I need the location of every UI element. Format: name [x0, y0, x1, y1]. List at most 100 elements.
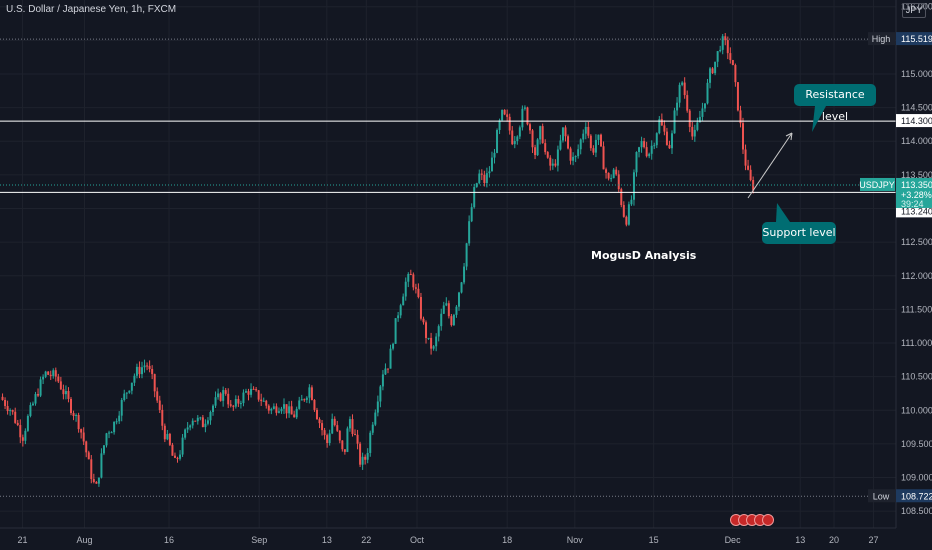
candle-body: [333, 418, 336, 426]
candle-body: [625, 216, 628, 225]
candle-body: [262, 400, 265, 402]
high-value-label: 115.519: [901, 34, 932, 44]
candle-body: [463, 266, 466, 283]
price-badge-price: 113.350: [901, 180, 932, 190]
candle-body: [698, 116, 701, 123]
candle-body: [57, 376, 60, 382]
candle-body: [54, 370, 57, 377]
candle-body: [417, 288, 420, 298]
candle-body: [655, 133, 658, 146]
candle-body: [196, 417, 199, 422]
candle-body: [612, 169, 615, 179]
y-tick-label: 108.500: [901, 506, 932, 516]
y-tick-label: 116.000: [901, 2, 932, 12]
candle-body: [176, 457, 179, 459]
candle-body: [341, 440, 344, 450]
y-tick-label: 112.500: [901, 237, 932, 247]
candle-body: [513, 140, 516, 145]
candle-body: [551, 163, 554, 166]
candle-body: [295, 408, 298, 418]
candle-body: [673, 110, 676, 134]
candle-body: [95, 482, 98, 484]
candle-body: [4, 399, 7, 406]
candle-body: [364, 456, 367, 460]
candle-body: [739, 110, 742, 124]
candle-body: [227, 393, 230, 405]
price-badge-change: +3.28%: [901, 190, 932, 200]
candlestick-series: [1, 32, 755, 487]
candle-body: [6, 405, 9, 412]
candle-body: [419, 297, 422, 319]
candle-body: [528, 124, 531, 131]
candle-body: [572, 156, 575, 161]
candle-body: [460, 282, 463, 293]
candle-body: [736, 82, 739, 111]
candle-body: [511, 130, 514, 145]
support-value-label: 113.240: [901, 206, 932, 216]
candle-body: [201, 417, 204, 428]
event-flag-icon[interactable]: [762, 514, 774, 526]
candle-body: [703, 103, 706, 109]
candle-body: [163, 425, 166, 440]
candle-body: [610, 178, 613, 180]
candle-body: [234, 398, 237, 407]
candle-body: [59, 381, 62, 390]
candle-body: [402, 296, 405, 306]
x-tick-label: Dec: [725, 535, 742, 545]
candle-body: [80, 429, 83, 433]
currency-badge[interactable]: JPY: [902, 3, 926, 18]
candle-body: [118, 415, 121, 422]
candle-body: [643, 141, 646, 148]
candle-body: [498, 120, 501, 131]
candle-body: [594, 139, 597, 153]
price-badge-countdown: 39:24: [901, 199, 924, 209]
candle-body: [343, 449, 346, 452]
candle-body: [298, 400, 301, 409]
candle-body: [326, 435, 329, 444]
x-tick-label: 15: [649, 535, 659, 545]
candle-body: [348, 419, 351, 429]
candle-body: [696, 122, 699, 130]
candle-body: [255, 389, 258, 391]
economic-events-icons[interactable]: [730, 514, 776, 528]
candle-body: [648, 153, 651, 157]
candle-body: [105, 433, 108, 446]
candle-body: [640, 141, 643, 148]
candle-body: [470, 207, 473, 222]
candle-body: [171, 444, 174, 456]
candle-body: [47, 371, 50, 375]
candle-body: [397, 315, 400, 319]
candle-body: [34, 394, 37, 404]
price-axis[interactable]: 108.500 109.000 109.500 110.000 110.500 111.0…: [859, 0, 932, 550]
candle-body: [617, 174, 620, 190]
candle-body: [267, 405, 270, 411]
candle-body: [676, 102, 679, 111]
candle-body: [151, 368, 154, 375]
candle-body: [305, 397, 308, 400]
support-callout[interactable]: Support level: [762, 222, 836, 244]
candle-body: [671, 133, 673, 149]
candle-body: [709, 68, 712, 83]
candle-body: [693, 129, 696, 137]
candle-body: [650, 145, 653, 154]
candle-body: [742, 123, 745, 150]
candle-body: [108, 432, 111, 434]
candle-body: [313, 399, 316, 410]
low-value-label: 108.722: [901, 491, 932, 501]
low-value-bg: [896, 489, 932, 503]
candle-body: [1, 396, 4, 400]
projection-arrow: [747, 132, 793, 199]
candle-body: [622, 204, 625, 217]
candle-body: [526, 107, 529, 125]
candle-body: [323, 430, 326, 436]
high-tag-label: High: [872, 34, 891, 44]
candle-body: [556, 149, 559, 166]
candle-body: [338, 430, 341, 441]
candle-body: [457, 292, 460, 307]
resistance-callout[interactable]: Resistance level: [794, 84, 876, 123]
time-axis[interactable]: 21 Aug 16 Sep 13 22 Oct 18 Nov 15 Dec 13 20 27: [0, 527, 932, 550]
y-tick-label: 111.500: [901, 304, 932, 314]
candle-body: [128, 390, 131, 393]
y-tick-label: 111.000: [901, 338, 932, 348]
